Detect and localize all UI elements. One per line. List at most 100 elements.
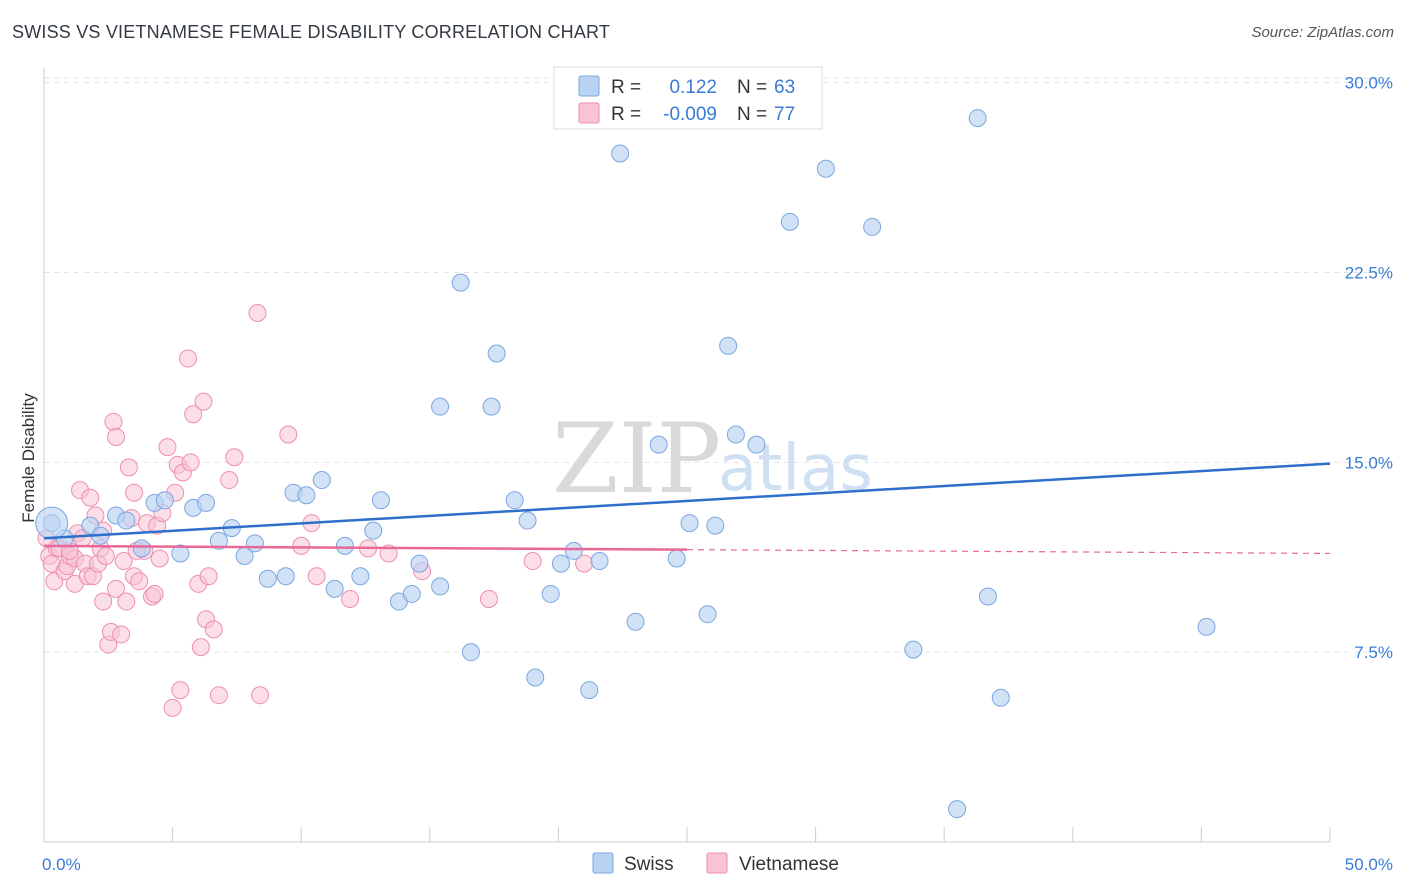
vietnamese-point <box>191 638 210 657</box>
swiss-point <box>245 534 264 553</box>
swiss-point <box>482 397 501 416</box>
vietnamese-point <box>158 438 177 457</box>
swiss-point <box>155 491 174 510</box>
legend-swatch-vietnamese <box>578 102 600 124</box>
swiss-point <box>590 552 609 571</box>
trend-lines <box>43 462 1331 555</box>
bottom-legend-swiss: Swiss <box>624 854 674 875</box>
swiss-point <box>667 549 686 568</box>
swiss-point <box>209 531 228 550</box>
swiss-point <box>611 144 630 163</box>
swiss-point <box>351 567 370 586</box>
swiss-point <box>132 539 151 558</box>
top-legend: R = 0.122 N = 63 R = -0.009 N = 77 <box>553 66 823 130</box>
vietnamese-point <box>94 592 113 611</box>
vietnamese-trend-line <box>43 544 688 551</box>
swiss-point <box>171 544 190 563</box>
swiss-point <box>904 640 923 659</box>
vietnamese-point <box>479 590 498 609</box>
vietnamese-point <box>251 686 270 705</box>
swiss-point <box>698 605 717 624</box>
vietnamese-point <box>292 536 311 555</box>
vietnamese-point <box>279 425 298 444</box>
source-label: Source: ZipAtlas.com <box>1251 24 1394 41</box>
bottom-legend-swatch-swiss <box>592 852 614 874</box>
swiss-point <box>518 511 537 530</box>
swiss-point <box>978 587 997 606</box>
vietnamese-point <box>150 549 169 568</box>
bottom-legend-swatch-vietnamese <box>706 852 728 874</box>
swiss-point <box>816 159 835 178</box>
vietnamese-point <box>181 453 200 472</box>
vietnamese-point <box>114 552 133 571</box>
y-tick-labels: 7.5% 15.0% 22.5% 30.0% <box>1345 74 1393 663</box>
vietnamese-point <box>204 620 223 639</box>
vietnamese-point <box>107 428 126 447</box>
swiss-point <box>541 584 560 603</box>
swiss-trend-line <box>43 462 1331 540</box>
vietnamese-point <box>179 349 198 368</box>
vietnamese-point <box>119 458 138 477</box>
swiss-point <box>706 516 725 535</box>
legend-swatch-swiss <box>578 75 600 97</box>
swiss-point <box>258 569 277 588</box>
swiss-point <box>371 491 390 510</box>
vietnamese-point <box>307 567 326 586</box>
vietnamese-point <box>184 405 203 424</box>
swiss-point <box>626 612 645 631</box>
vietnamese-point <box>225 448 244 467</box>
x-tick-label-max: 50.0% <box>1345 855 1393 874</box>
watermark-zip: ZIP <box>552 403 721 515</box>
vietnamese-point <box>104 412 123 431</box>
x-tick-label-min: 0.0% <box>42 855 81 874</box>
axes <box>43 68 1331 843</box>
legend-viet-r-label: R = <box>611 104 641 125</box>
vietnamese-point <box>220 471 239 490</box>
vietnamese-point <box>163 698 182 717</box>
swiss-point <box>968 109 987 128</box>
vietnamese-point <box>130 572 149 591</box>
legend-viet-n-value: 77 <box>774 104 795 125</box>
swiss-point <box>297 486 316 505</box>
swiss-point <box>431 397 450 416</box>
vietnamese-point <box>523 552 542 571</box>
swiss-points <box>35 109 1216 819</box>
swiss-point <box>863 217 882 236</box>
swiss-point <box>505 491 524 510</box>
legend-swiss-r-value: 0.122 <box>669 77 717 98</box>
swiss-point <box>117 511 136 530</box>
swiss-point <box>312 471 331 490</box>
swiss-point <box>364 521 383 540</box>
swiss-point <box>431 577 450 596</box>
legend-swiss-r-label: R = <box>611 77 641 98</box>
swiss-point <box>948 800 967 819</box>
swiss-point <box>991 688 1010 707</box>
y-tick-label: 22.5% <box>1345 263 1393 282</box>
legend-viet-r-value: -0.009 <box>663 104 717 125</box>
vietnamese-point <box>112 625 131 644</box>
swiss-point <box>726 425 745 444</box>
swiss-point <box>487 344 506 363</box>
vietnamese-point <box>248 303 267 322</box>
bottom-legend: Swiss Vietnamese <box>592 852 839 875</box>
vietnamese-point <box>341 590 360 609</box>
swiss-point <box>402 584 421 603</box>
vietnamese-point <box>81 488 100 507</box>
vietnamese-point <box>194 392 213 411</box>
vietnamese-point <box>145 584 164 603</box>
swiss-point <box>551 554 570 573</box>
swiss-point <box>325 579 344 598</box>
swiss-point <box>780 212 799 231</box>
swiss-point <box>410 554 429 573</box>
swiss-point <box>197 493 216 512</box>
watermark: ZIP atlas <box>552 403 873 515</box>
chart-title: SWISS VS VIETNAMESE FEMALE DISABILITY CO… <box>12 22 611 42</box>
bottom-legend-vietnamese: Vietnamese <box>739 854 839 875</box>
swiss-point <box>680 514 699 533</box>
grid <box>44 77 1392 653</box>
vietnamese-trend-line-dashed <box>686 549 1331 555</box>
legend-viet-n-label: N = <box>737 104 767 125</box>
vietnamese-point <box>96 546 115 565</box>
vietnamese-point <box>379 544 398 563</box>
